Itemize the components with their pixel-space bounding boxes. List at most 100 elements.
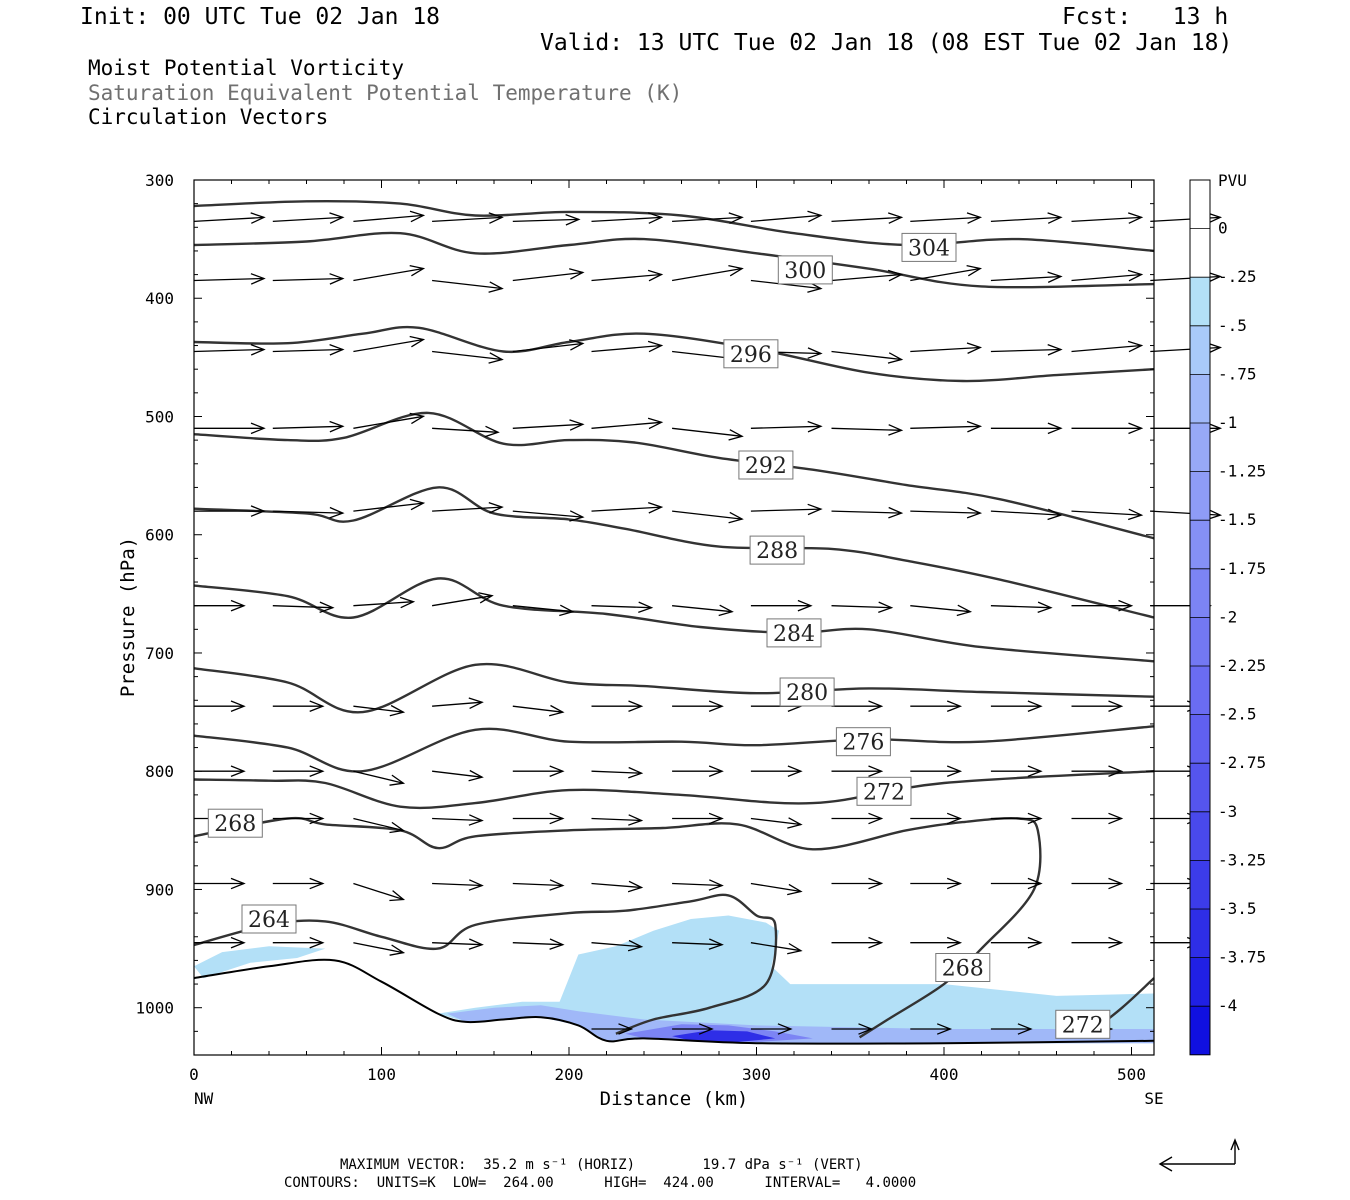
vector-shaft — [353, 267, 424, 282]
contour-label-box — [856, 776, 912, 806]
colorbar-tick-label: -3 — [1218, 802, 1237, 821]
circulation-vector — [910, 342, 983, 354]
circulation-vector — [272, 273, 345, 285]
circulation-vector — [432, 769, 484, 782]
vector-shaft — [910, 346, 981, 353]
x-axis-title: Distance (km) — [600, 1088, 749, 1110]
vector-shaft — [193, 277, 265, 282]
vector-head — [1108, 812, 1124, 825]
circulation-vector — [591, 340, 664, 353]
vector-shaft — [750, 425, 821, 429]
vector-head — [1118, 599, 1134, 612]
vector-head — [488, 352, 504, 364]
colorbar-swatch — [1190, 520, 1210, 569]
vector-shaft — [353, 502, 424, 512]
circulation-vector — [591, 417, 664, 430]
vector-head — [728, 511, 744, 524]
circulation-vector — [353, 942, 406, 956]
contour-label-text: 272 — [863, 780, 905, 805]
vector-shaft — [672, 882, 723, 887]
circulation-vector-layer — [193, 210, 1223, 1035]
vector-head — [1047, 212, 1063, 224]
vector-shaft — [672, 427, 743, 437]
colorbar-tick-label: -1.25 — [1218, 462, 1266, 481]
vector-head — [946, 765, 963, 778]
y-tick-label: 700 — [145, 644, 174, 663]
vector-head — [399, 596, 416, 609]
vector-shaft — [831, 427, 902, 431]
vector-shaft — [750, 942, 802, 952]
colorbar-swatch — [1190, 957, 1210, 1007]
vector-head — [647, 340, 664, 353]
vector-head — [1127, 269, 1144, 282]
vector-head — [569, 510, 585, 522]
x-end-label-nw: NW — [194, 1089, 214, 1108]
valid-time: Valid: 13 UTC Tue 02 Jan 18 (08 EST Tue … — [540, 30, 1233, 56]
vector-head — [1206, 342, 1223, 354]
vector-shaft — [432, 279, 503, 290]
vector-head — [718, 604, 734, 617]
circulation-vector — [671, 264, 744, 282]
circulation-vector — [194, 599, 246, 612]
circulation-vector — [272, 877, 325, 890]
colorbar-tick-label: -3.25 — [1218, 850, 1266, 869]
y-tick-label: 900 — [145, 881, 174, 900]
contour-label: 288 — [749, 535, 805, 565]
vector-head — [1127, 340, 1144, 353]
contour-label-box — [241, 904, 297, 934]
vector-head — [409, 412, 426, 425]
contour-label-text: 304 — [908, 236, 950, 261]
circulation-vector — [272, 936, 325, 949]
vector-head — [488, 212, 504, 224]
vector-head — [389, 774, 406, 786]
vector-shaft — [512, 218, 579, 223]
vector-head — [966, 420, 983, 433]
vector-head — [647, 269, 664, 282]
vector-head — [309, 700, 325, 713]
colorbar-swatch — [1190, 763, 1210, 812]
vector-shaft — [432, 770, 483, 778]
vector-head — [1027, 812, 1043, 825]
circulation-vector — [512, 510, 585, 522]
vector-shaft — [750, 508, 821, 512]
vector-shaft — [432, 817, 483, 822]
contour-label-text: 268 — [214, 812, 256, 837]
colorbar-swatch — [1190, 909, 1210, 958]
circulation-vector — [672, 604, 734, 617]
vector-head — [627, 880, 644, 893]
vector-head — [807, 503, 823, 516]
y-tick-label: 800 — [145, 762, 174, 781]
vector-head — [329, 420, 345, 433]
vector-head — [698, 1023, 714, 1035]
circulation-vector — [353, 210, 426, 223]
vector-head — [484, 425, 500, 438]
colorbar-tick-label: -2 — [1218, 607, 1237, 626]
circulation-vector — [194, 700, 246, 713]
vector-shaft — [353, 942, 404, 954]
vector-shaft — [1071, 273, 1142, 282]
vector-head — [409, 264, 426, 277]
vector-head — [787, 817, 803, 829]
circulation-vector — [272, 601, 335, 614]
field-title-mpv: Moist Potential Vorticity — [88, 56, 405, 80]
vector-head — [569, 339, 585, 351]
circulation-vector — [672, 812, 724, 825]
vector-shaft — [990, 216, 1061, 223]
vector-head — [787, 942, 803, 955]
circulation-vector — [910, 212, 983, 224]
vector-head — [1108, 877, 1124, 890]
contour-label-box — [738, 450, 794, 480]
vector-head — [1206, 271, 1223, 283]
colorbar-swatch — [1190, 325, 1210, 375]
circulation-vector — [831, 936, 884, 949]
circulation-vector — [750, 420, 823, 433]
x-tick-label: 200 — [555, 1065, 584, 1084]
vector-head — [1127, 212, 1144, 224]
vector-shaft — [750, 214, 821, 223]
vector-head — [329, 212, 345, 224]
vector-head — [966, 264, 983, 277]
vector-shaft — [591, 506, 662, 512]
contour-label: 300 — [777, 255, 833, 285]
circulation-vector — [831, 765, 884, 778]
